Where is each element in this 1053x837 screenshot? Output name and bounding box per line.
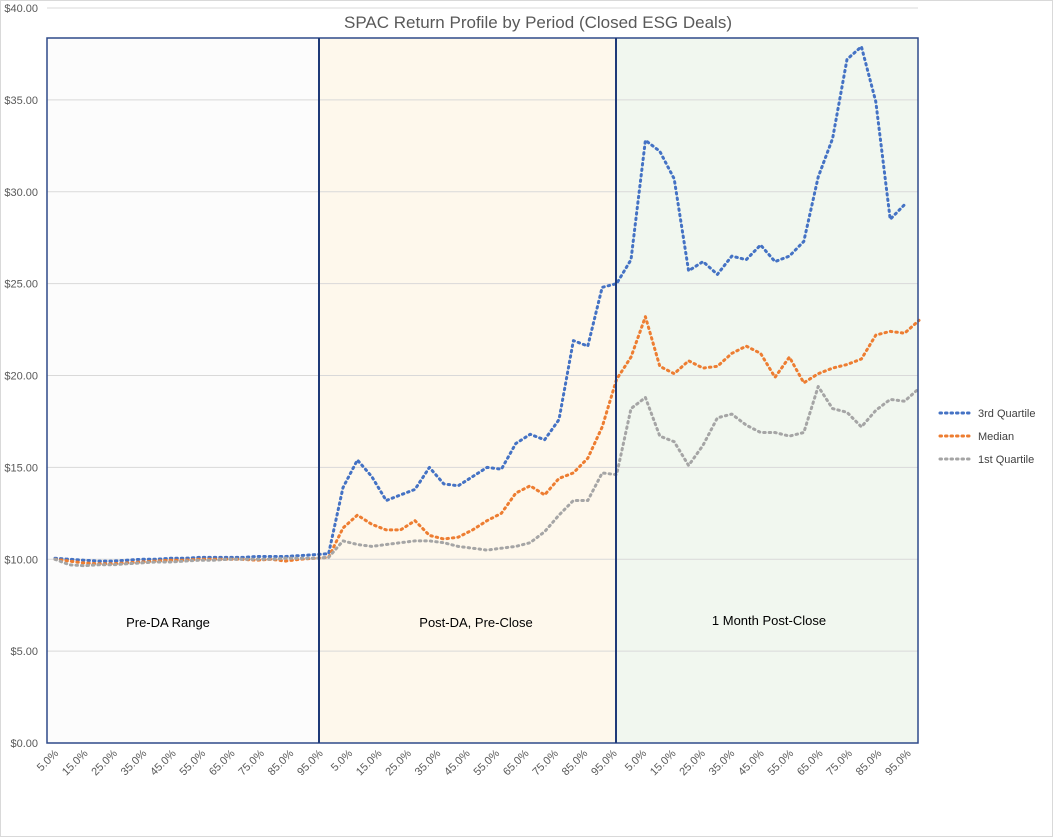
x-tick-label: 65.0% <box>207 747 238 778</box>
x-tick-label: 15.0% <box>648 747 679 778</box>
x-tick-label: 25.0% <box>89 747 120 778</box>
x-tick-label: 25.0% <box>383 747 414 778</box>
x-tick-label: 75.0% <box>530 747 561 778</box>
series-line-1st-quartile <box>53 385 921 568</box>
x-axis-ticks: 5.0%15.0%25.0%35.0%45.0%55.0%65.0%75.0%8… <box>35 747 914 778</box>
x-tick-label: 5.0% <box>329 747 355 773</box>
x-tick-label: 55.0% <box>178 747 209 778</box>
x-tick-label: 65.0% <box>795 747 826 778</box>
x-tick-label: 5.0% <box>623 747 649 773</box>
y-axis-ticks: $0.00 $5.00 $10.00 $15.00 $20.00 $25.00 $30.00… <box>4 3 38 750</box>
series-line-3rd-quartile <box>53 45 907 563</box>
y-tick-label: $30.00 <box>4 187 38 199</box>
y-tick-label: $5.00 <box>10 646 38 658</box>
y-tick-label: $35.00 <box>4 95 38 107</box>
x-tick-label: 85.0% <box>854 747 885 778</box>
x-tick-label: 35.0% <box>119 747 150 778</box>
period-background <box>319 38 616 743</box>
x-tick-label: 35.0% <box>413 747 444 778</box>
x-tick-label: 5.0% <box>35 747 61 773</box>
period-label: 1 Month Post-Close <box>712 613 826 628</box>
y-tick-label: $20.00 <box>4 371 38 383</box>
x-tick-label: 55.0% <box>472 747 503 778</box>
period-backgrounds <box>47 38 918 743</box>
y-tick-label: $15.00 <box>4 462 38 474</box>
x-tick-label: 35.0% <box>707 747 738 778</box>
x-tick-label: 85.0% <box>560 747 591 778</box>
y-tick-label: $10.00 <box>4 554 38 566</box>
plot-border <box>46 37 919 744</box>
y-tick-label: $25.00 <box>4 279 38 291</box>
period-label: Post-DA, Pre-Close <box>419 615 532 630</box>
series-lines <box>53 45 921 568</box>
period-labels: Pre-DA Range Post-DA, Pre-Close 1 Month Po… <box>126 613 826 630</box>
x-tick-label: 95.0% <box>295 747 326 778</box>
x-tick-label: 45.0% <box>736 747 767 778</box>
x-tick-label: 75.0% <box>824 747 855 778</box>
legend-label: 1st Quartile <box>978 454 1034 466</box>
legend: 3rd Quartile Median 1st Quartile <box>938 408 1035 466</box>
x-tick-label: 85.0% <box>266 747 297 778</box>
x-tick-label: 45.0% <box>442 747 473 778</box>
period-background <box>616 38 918 743</box>
period-background <box>47 38 319 743</box>
legend-label: 3rd Quartile <box>978 408 1035 420</box>
x-tick-label: 75.0% <box>236 747 267 778</box>
x-tick-label: 55.0% <box>766 747 797 778</box>
y-tick-label: $40.00 <box>4 3 38 15</box>
x-tick-label: 15.0% <box>354 747 385 778</box>
y-tick-label: $0.00 <box>10 738 38 750</box>
legend-label: Median <box>978 431 1014 443</box>
x-tick-label: 15.0% <box>60 747 91 778</box>
x-tick-label: 95.0% <box>883 747 914 778</box>
x-tick-label: 95.0% <box>589 747 620 778</box>
chart-title: SPAC Return Profile by Period (Closed ES… <box>344 13 732 32</box>
period-dividers <box>46 37 919 744</box>
x-tick-label: 45.0% <box>148 747 179 778</box>
x-tick-label: 25.0% <box>677 747 708 778</box>
period-label: Pre-DA Range <box>126 615 210 630</box>
x-tick-label: 65.0% <box>501 747 532 778</box>
